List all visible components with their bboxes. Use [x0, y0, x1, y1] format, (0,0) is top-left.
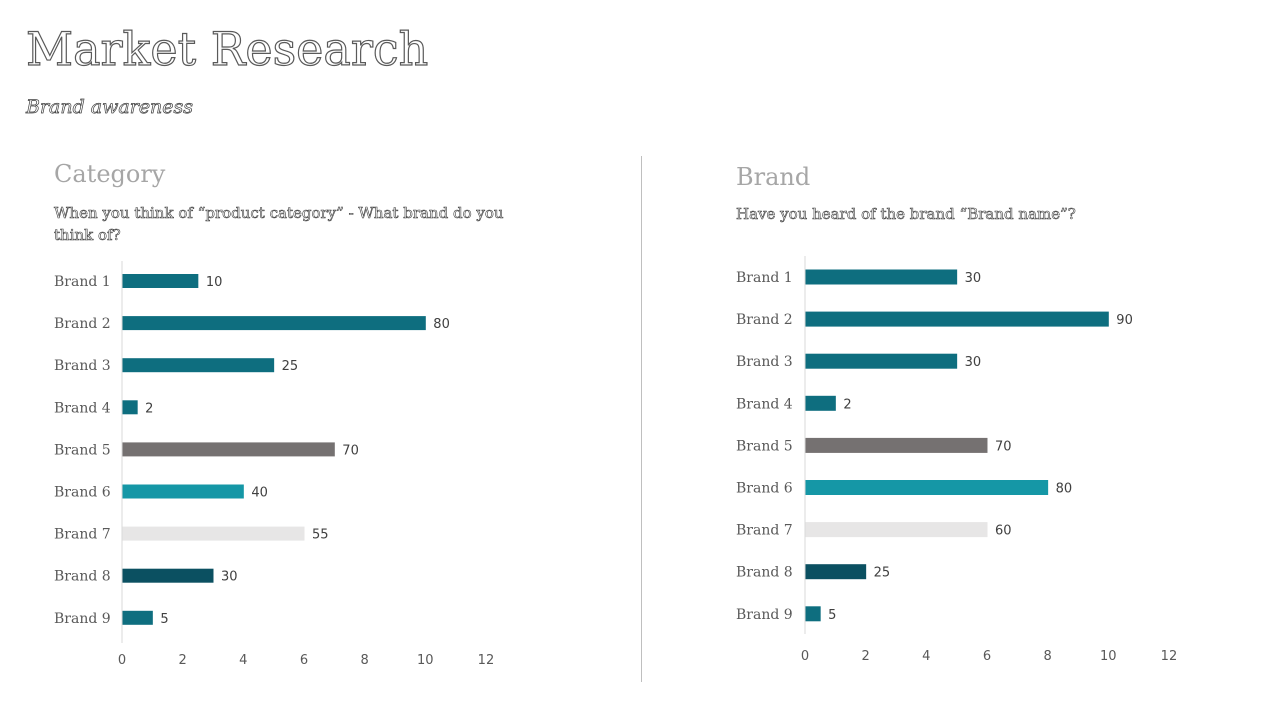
category-label: Brand 4: [54, 400, 111, 416]
x-tick-label: 12: [478, 653, 495, 668]
x-tick-label: 2: [179, 653, 187, 668]
data-label: 40: [251, 486, 268, 501]
data-label: 10: [206, 275, 223, 290]
category-question: When you think of “product category” - W…: [54, 204, 504, 245]
x-tick-label: 10: [417, 653, 434, 668]
category-label: Brand 9: [736, 607, 793, 623]
bar: [122, 400, 138, 415]
category-label: Brand 3: [54, 358, 111, 374]
category-label: Brand 2: [736, 312, 793, 328]
category-label: Brand 5: [54, 442, 111, 458]
data-label: 70: [342, 443, 359, 458]
data-label: 5: [828, 608, 836, 623]
x-tick-label: 0: [118, 653, 126, 668]
bar: [122, 526, 305, 541]
bar: [805, 480, 1049, 495]
data-label: 80: [1056, 482, 1073, 497]
category-label: Brand 8: [54, 569, 111, 585]
category-heading: Category: [54, 160, 166, 188]
x-tick-label: 4: [922, 649, 930, 664]
bar: [805, 269, 958, 285]
bar: [122, 484, 244, 499]
bar: [122, 274, 199, 288]
data-label: 5: [160, 612, 168, 627]
data-label: 2: [843, 397, 851, 412]
category-label: Brand 2: [54, 316, 111, 332]
data-label: 30: [965, 271, 982, 286]
x-tick-label: 2: [862, 649, 870, 664]
data-label: 25: [282, 359, 299, 374]
x-tick-label: 0: [801, 649, 809, 664]
bar: [805, 353, 958, 369]
bar: [122, 442, 335, 457]
brand-heading: Brand: [736, 163, 811, 191]
page-title: Market Research: [25, 21, 429, 76]
x-tick-label: 6: [300, 653, 308, 668]
data-label: 30: [221, 570, 238, 585]
category-label: Brand 1: [736, 270, 793, 286]
data-label: 55: [312, 528, 329, 543]
category-label: Brand 4: [736, 396, 793, 412]
bar: [122, 316, 426, 331]
bar: [122, 610, 153, 625]
category-label: Brand 5: [736, 438, 793, 454]
category-label: Brand 6: [736, 481, 793, 497]
data-label: 70: [995, 439, 1012, 454]
x-tick-label: 10: [1100, 649, 1117, 664]
data-label: 60: [995, 524, 1012, 539]
bar: [122, 568, 214, 583]
data-label: 2: [145, 401, 153, 416]
brand-question: Have you heard of the brand “Brand name”…: [736, 205, 1076, 224]
bar: [805, 311, 1109, 327]
data-label: 90: [1116, 313, 1133, 328]
bar: [805, 606, 821, 622]
x-tick-label: 8: [360, 653, 368, 668]
category-label: Brand 8: [736, 565, 793, 581]
x-tick-label: 6: [983, 649, 991, 664]
bar: [805, 564, 867, 580]
category-label: Brand 1: [54, 274, 111, 290]
category-label: Brand 7: [54, 527, 111, 543]
x-tick-label: 8: [1043, 649, 1051, 664]
data-label: 80: [433, 317, 450, 332]
panel-divider: [641, 156, 642, 682]
bar: [805, 522, 988, 538]
brand-bar-chart: Brand 1 30 Brand 2 90 Brand 3 30 Brand 4 2 Brand…: [736, 256, 1178, 664]
category-label: Brand 3: [736, 354, 793, 370]
category-label: Brand 9: [54, 611, 111, 627]
page-subtitle: Brand awareness: [26, 96, 194, 119]
bar: [805, 395, 836, 411]
x-tick-label: 4: [239, 653, 247, 668]
category-label: Brand 7: [736, 523, 793, 539]
bar: [805, 437, 988, 453]
x-tick-label: 12: [1161, 649, 1178, 664]
data-label: 30: [965, 355, 982, 370]
bar: [122, 358, 275, 373]
category-label: Brand 6: [54, 485, 111, 501]
data-label: 25: [874, 566, 891, 581]
